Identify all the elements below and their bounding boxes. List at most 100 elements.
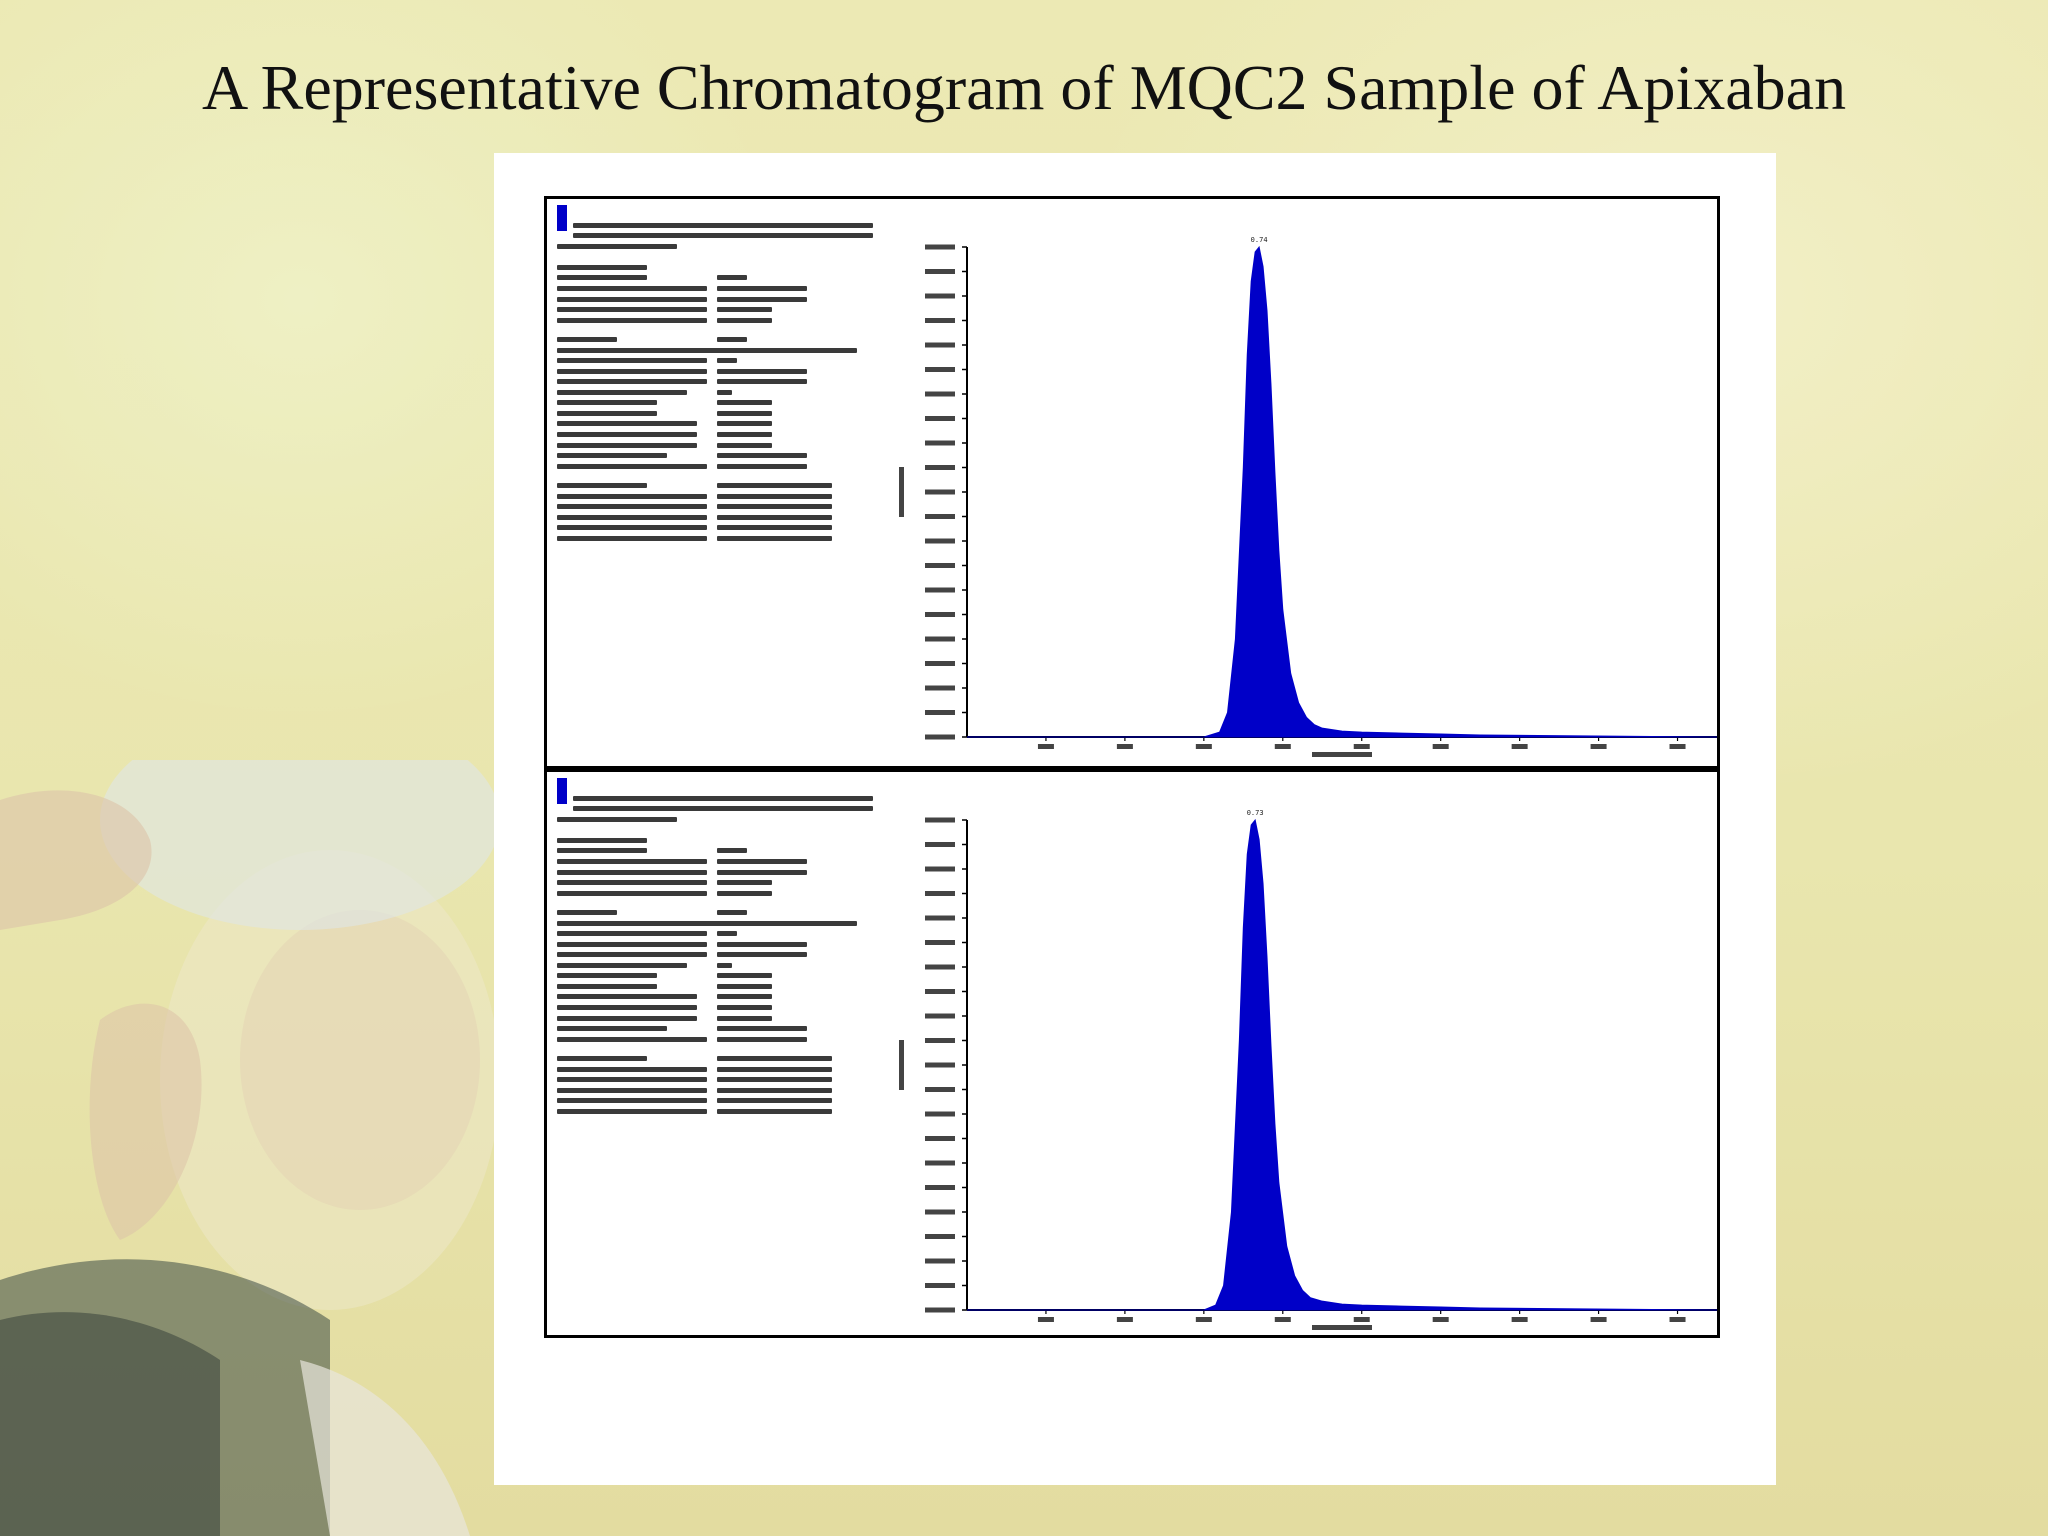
y-tick-label <box>925 1307 955 1313</box>
y-tick-label <box>925 318 955 323</box>
x-tick-label <box>1432 744 1449 749</box>
y-tick-label <box>925 514 955 519</box>
y-tick-label <box>925 1283 955 1288</box>
info-text-line <box>717 1066 832 1072</box>
y-tick-label <box>925 1136 955 1141</box>
info-text-line <box>717 358 737 364</box>
x-tick-label <box>1116 744 1133 749</box>
info-text-line <box>557 858 707 864</box>
chromatogram-plot-1: 0.74 <box>899 236 1718 757</box>
info-text-line <box>717 1077 832 1083</box>
info-text-line <box>557 296 707 302</box>
y-tick-label <box>925 1258 955 1264</box>
info-text-line <box>717 910 747 915</box>
info-text-line <box>557 1087 707 1093</box>
info-text-line <box>717 1036 807 1042</box>
info-text-line <box>557 837 647 843</box>
info-text-line <box>557 525 707 531</box>
sample-info-block <box>557 778 917 1114</box>
y-tick-label <box>925 612 955 617</box>
info-text-line <box>717 994 772 1000</box>
x-tick-label <box>1037 744 1054 749</box>
info-text-line <box>557 848 647 854</box>
info-text-line <box>717 931 737 937</box>
info-text-line <box>557 389 687 395</box>
y-tick-label <box>925 1185 955 1190</box>
info-text-line <box>717 962 732 968</box>
x-tick-label <box>1274 744 1291 749</box>
info-text-line <box>557 307 707 313</box>
info-text-line <box>557 337 617 342</box>
y-tick-label <box>925 891 955 896</box>
info-text-line <box>557 920 857 926</box>
x-tick-label <box>1669 744 1686 749</box>
info-text-line <box>717 493 832 499</box>
info-text-line <box>573 233 873 239</box>
y-tick-label <box>925 1062 955 1068</box>
info-text-line <box>717 1098 832 1104</box>
slide-title: A Representative Chromatogram of MQC2 Sa… <box>201 52 1847 123</box>
info-text-line <box>557 493 707 499</box>
info-text-line <box>717 952 807 958</box>
y-tick-label <box>925 915 955 921</box>
y-axis-title <box>899 467 904 517</box>
info-text-line <box>717 442 772 448</box>
info-text-line <box>717 535 832 541</box>
y-tick-label <box>925 587 955 593</box>
y-tick-label <box>925 1087 955 1092</box>
x-tick-label <box>1353 1317 1370 1322</box>
y-tick-label <box>925 1013 955 1019</box>
y-tick-label <box>925 293 955 299</box>
info-text-line <box>717 389 732 395</box>
info-text-line <box>717 1026 807 1032</box>
info-text-line <box>717 368 807 374</box>
info-text-line <box>717 973 772 979</box>
y-tick-label <box>925 563 955 568</box>
info-text-line <box>557 880 707 886</box>
x-tick-label <box>1195 1317 1212 1322</box>
info-text-line <box>717 400 772 406</box>
x-tick-label <box>1511 744 1528 749</box>
y-tick-label <box>925 661 955 666</box>
info-text-line <box>557 1015 697 1021</box>
info-text-line <box>557 983 657 989</box>
y-tick-label <box>925 367 955 372</box>
info-text-line <box>717 453 807 459</box>
y-tick-label <box>925 685 955 691</box>
info-text-line <box>717 317 772 323</box>
info-text-line <box>557 379 707 385</box>
info-text-line <box>557 1005 697 1011</box>
peak-label: 0.74 <box>1251 236 1268 244</box>
info-text-line <box>557 890 707 896</box>
y-tick-label <box>925 1111 955 1117</box>
info-text-line <box>573 222 873 228</box>
x-tick-label <box>1432 1317 1449 1322</box>
info-text-line <box>717 337 747 342</box>
legend-swatch <box>557 778 567 804</box>
info-text-line <box>557 535 707 541</box>
peak-area <box>967 818 1718 1311</box>
info-text-line <box>557 1056 647 1062</box>
info-text-line <box>557 1098 707 1104</box>
y-tick-label <box>925 1038 955 1043</box>
info-text-line <box>557 1026 667 1032</box>
y-tick-label <box>925 269 955 274</box>
info-text-line <box>557 1036 707 1042</box>
info-text-line <box>557 410 657 416</box>
info-text-line <box>557 931 707 937</box>
x-tick-label <box>1195 744 1212 749</box>
info-text-line <box>557 442 697 448</box>
info-text-line <box>557 1108 707 1114</box>
chromatogram-frame: 0.74 0.73 <box>544 196 1720 1338</box>
info-text-line <box>717 504 832 510</box>
info-text-line <box>557 421 697 427</box>
info-text-line <box>557 504 707 510</box>
y-tick-label <box>925 940 955 945</box>
y-tick-label <box>925 416 955 421</box>
info-text-line <box>717 890 772 896</box>
x-tick-label <box>1511 1317 1528 1322</box>
peak-label: 0.73 <box>1247 809 1264 817</box>
y-tick-label <box>925 964 955 970</box>
y-tick-label <box>925 710 955 715</box>
x-tick-label <box>1116 1317 1133 1322</box>
